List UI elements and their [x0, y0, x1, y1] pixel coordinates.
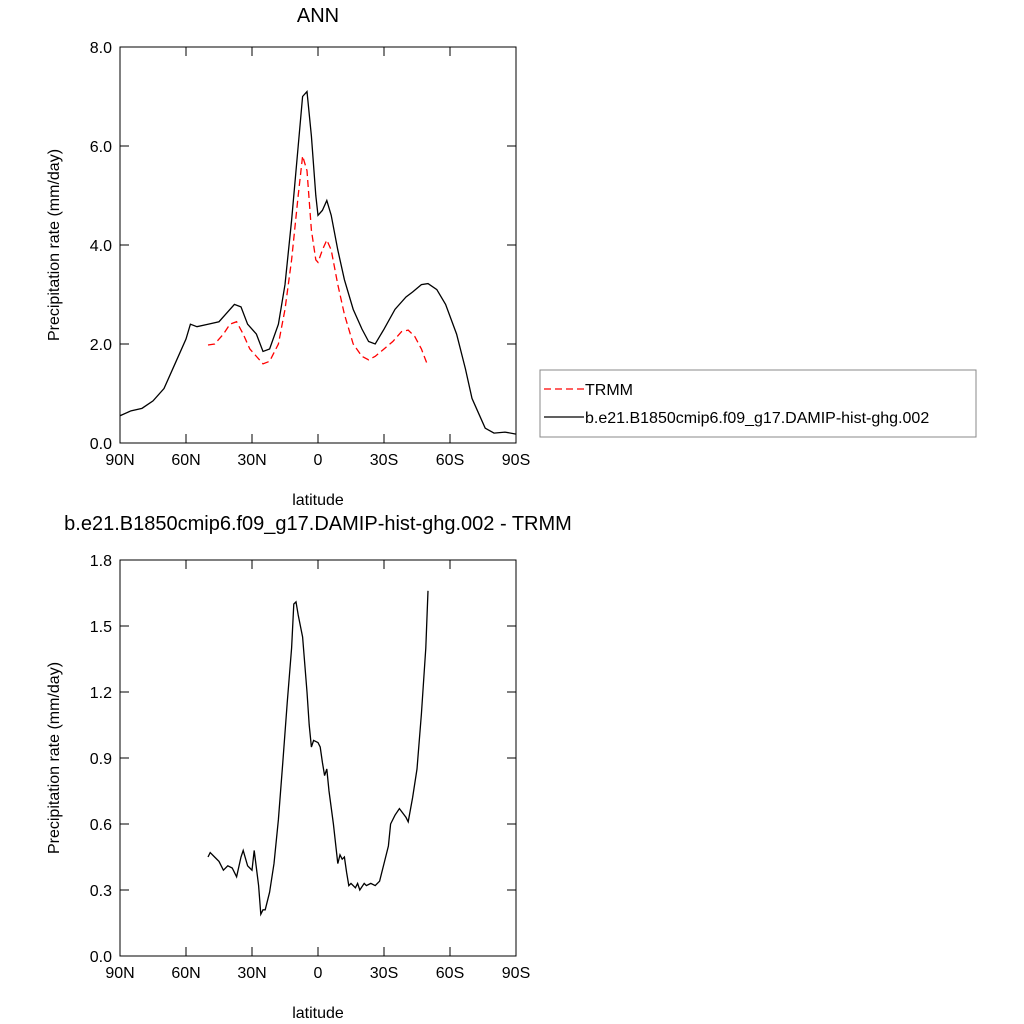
x-axis-label: latitude: [292, 492, 344, 509]
x-tick-label: 0: [314, 965, 323, 982]
y-tick-label: 2.0: [90, 337, 112, 354]
data-line: [207, 590, 429, 917]
y-tick-label: 0.9: [90, 751, 112, 768]
y-tick-label: 0.3: [90, 883, 112, 900]
x-axis-label: latitude: [292, 1005, 344, 1022]
plot-frame: [119, 559, 517, 957]
y-tick-label: 1.8: [90, 553, 112, 570]
x-tick-label: 60S: [436, 452, 464, 469]
x-tick-label: 30N: [237, 452, 266, 469]
plot-frame: [119, 46, 517, 444]
legend-box: [539, 369, 977, 438]
y-tick-label: 6.0: [90, 139, 112, 156]
x-tick-label: 60N: [171, 965, 200, 982]
x-tick-label: 60S: [436, 965, 464, 982]
y-tick-label: 0.6: [90, 817, 112, 834]
legend-label: TRMM: [585, 382, 633, 399]
y-tick-label: 0.0: [90, 949, 112, 966]
chart-title: ANN: [297, 5, 339, 27]
x-tick-label: 90N: [105, 452, 134, 469]
x-tick-label: 30N: [237, 965, 266, 982]
y-tick-label: 4.0: [90, 238, 112, 255]
data-line: [119, 90, 517, 435]
x-tick-label: 30S: [370, 965, 398, 982]
data-line: [207, 155, 429, 367]
y-tick-label: 1.5: [90, 619, 112, 636]
y-tick-label: 1.2: [90, 685, 112, 702]
legend-label: b.e21.B1850cmip6.f09_g17.DAMIP-hist-ghg.…: [585, 410, 929, 427]
y-axis-label: Precipitation rate (mm/day): [46, 149, 63, 341]
x-tick-label: 90N: [105, 965, 134, 982]
x-tick-label: 90S: [502, 452, 530, 469]
x-tick-label: 0: [314, 452, 323, 469]
y-tick-label: 8.0: [90, 40, 112, 57]
chart-title: b.e21.B1850cmip6.f09_g17.DAMIP-hist-ghg.…: [64, 513, 572, 535]
y-tick-label: 0.0: [90, 436, 112, 453]
x-tick-label: 90S: [502, 965, 530, 982]
x-tick-label: 30S: [370, 452, 398, 469]
x-tick-label: 60N: [171, 452, 200, 469]
y-axis-label: Precipitation rate (mm/day): [46, 662, 63, 854]
